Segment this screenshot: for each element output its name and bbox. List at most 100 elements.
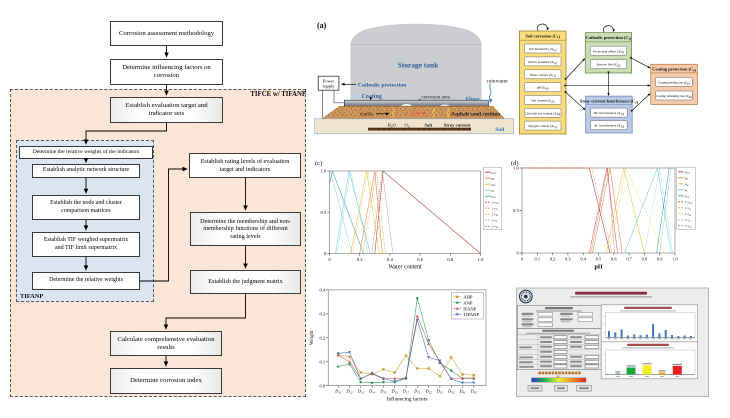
svg-text:IFANP: IFANP [463, 306, 476, 311]
svg-text:D14: D14 [368, 389, 376, 395]
svg-text:TIFANP: TIFANP [463, 312, 479, 317]
svg-text:1-νVL: 1-νVL [685, 224, 693, 229]
svg-text:D32: D32 [447, 389, 455, 395]
svg-text:μL: μL [492, 189, 496, 194]
svg-text:H2O: H2O [388, 123, 397, 129]
svg-text:Oxygen content (X17): Oxygen content (X17) [528, 124, 557, 129]
svg-text:O2: O2 [405, 123, 410, 129]
svg-text:D17: D17 [402, 389, 410, 395]
svg-text:AC interference (X32): AC interference (X32) [594, 124, 625, 129]
svg-text:Soil Resistivity (X11): Soil Resistivity (X11) [529, 47, 557, 52]
svg-text:D16: D16 [391, 389, 399, 395]
svg-text:Power: Power [323, 78, 335, 83]
svg-text:Water content: Water content [388, 265, 422, 271]
svg-text:D22: D22 [425, 389, 433, 395]
svg-text:Redox potential (X12): Redox potential (X12) [528, 60, 557, 65]
svg-text:1-νM: 1-νM [685, 212, 692, 217]
svg-text:D31: D31 [436, 389, 444, 395]
svg-text:Influencing factors: Influencing factors [387, 396, 428, 403]
svg-text:Cathodic protection (C2): Cathodic protection (C2) [586, 35, 632, 41]
svg-text:0.3: 0.3 [565, 257, 571, 262]
svg-text:0.4: 0.4 [319, 288, 325, 293]
svg-text:μH: μH [685, 176, 689, 181]
svg-text:D11: D11 [334, 389, 341, 395]
svg-text:(a): (a) [317, 21, 327, 30]
svg-text:μM: μM [685, 182, 690, 187]
svg-text:μVH: μVH [685, 170, 690, 175]
svg-text:0.2: 0.2 [357, 257, 363, 262]
svg-text:1.0: 1.0 [513, 166, 519, 171]
svg-text:μVL: μVL [685, 194, 690, 199]
svg-text:Coating: Coating [362, 94, 382, 100]
svg-text:Service life (X22): Service life (X22) [596, 63, 621, 68]
svg-text:1.0: 1.0 [321, 169, 327, 174]
svg-text:0: 0 [328, 257, 331, 262]
svg-text:Coating protection (C4): Coating protection (C4) [652, 67, 696, 73]
svg-text:pH: pH [594, 265, 602, 271]
svg-text:0.2: 0.2 [319, 335, 325, 340]
svg-text:1-νH: 1-νH [685, 206, 691, 211]
svg-text:1.0: 1.0 [672, 257, 678, 262]
svg-text:Chloride ion content (X16): Chloride ion content (X16) [525, 111, 560, 116]
svg-text:μL: μL [685, 188, 689, 193]
svg-text:μH: μH [492, 177, 496, 182]
svg-text:Protection effect (X21): Protection effect (X21) [593, 49, 625, 54]
svg-text:1.0: 1.0 [478, 257, 484, 262]
svg-text:supply: supply [323, 84, 336, 89]
svg-text:μVH: μVH [492, 171, 497, 176]
svg-text:0.4: 0.4 [580, 257, 586, 262]
svg-text:(c): (c) [315, 160, 322, 167]
svg-text:0.8: 0.8 [642, 257, 648, 262]
svg-text:Storage tank: Storage tank [398, 61, 439, 70]
svg-text:Soil: Soil [495, 127, 504, 133]
svg-text:Stray current Interference (C3: Stray current Interference (C3) [580, 99, 639, 105]
svg-text:μM: μM [492, 183, 497, 188]
svg-text:1-νVH: 1-νVH [685, 200, 693, 205]
svg-text:D13: D13 [357, 389, 365, 395]
svg-text:0.2: 0.2 [550, 257, 556, 262]
svg-text:Cathodic protection: Cathodic protection [358, 83, 407, 89]
svg-text:0.5: 0.5 [513, 208, 519, 213]
svg-text:1-νH: 1-νH [492, 207, 498, 212]
svg-text:0.5: 0.5 [596, 257, 602, 262]
svg-text:DC interference (X31): DC interference (X31) [594, 111, 625, 116]
svg-text:0.0: 0.0 [319, 383, 325, 388]
svg-text:D15: D15 [379, 389, 387, 395]
svg-text:μVL: μVL [492, 195, 497, 200]
svg-text:0.4: 0.4 [387, 257, 393, 262]
svg-text:D42: D42 [470, 389, 478, 395]
svg-text:0.6: 0.6 [611, 257, 617, 262]
svg-text:D41: D41 [458, 389, 466, 395]
svg-text:0.1: 0.1 [319, 359, 325, 364]
svg-text:0: 0 [324, 251, 327, 256]
svg-text:1-νL: 1-νL [685, 218, 691, 223]
svg-text:D12: D12 [345, 389, 353, 395]
svg-text:Soil corrosion (C1): Soil corrosion (C1) [526, 33, 561, 39]
svg-text:cracks: cracks [360, 113, 373, 118]
svg-text:Salt content (X15): Salt content (X15) [531, 99, 554, 104]
svg-text:0.9: 0.9 [657, 257, 663, 262]
svg-text:Salt: Salt [425, 123, 433, 128]
svg-text:1-νL: 1-νL [492, 219, 498, 224]
svg-text:0.1: 0.1 [535, 257, 541, 262]
svg-text:0.8: 0.8 [447, 257, 453, 262]
svg-text:Coating peeling rate (X41): Coating peeling rate (X41) [658, 81, 690, 86]
svg-text:(d): (d) [511, 160, 519, 167]
svg-text:Weight: Weight [310, 330, 315, 345]
svg-text:D21: D21 [413, 389, 421, 395]
svg-text:Water content (X13): Water content (X13) [530, 73, 556, 78]
svg-text:corrosion area: corrosion area [421, 95, 450, 100]
svg-text:Asphalt sand cushion: Asphalt sand cushion [451, 111, 500, 117]
svg-text:1-νVL: 1-νVL [492, 225, 500, 230]
svg-text:Stray current: Stray current [444, 123, 471, 128]
svg-text:0.5: 0.5 [321, 210, 327, 215]
svg-text:AHP: AHP [463, 295, 473, 300]
svg-text:pH (X14): pH (X14) [537, 86, 549, 91]
svg-text:1-νVH: 1-νVH [492, 201, 500, 206]
svg-text:0: 0 [517, 251, 520, 256]
svg-text:0: 0 [521, 257, 524, 262]
svg-text:rainwater: rainwater [487, 78, 508, 84]
svg-text:0.6: 0.6 [417, 257, 423, 262]
svg-text:ANP: ANP [463, 300, 473, 305]
svg-text:0.3: 0.3 [319, 311, 325, 316]
